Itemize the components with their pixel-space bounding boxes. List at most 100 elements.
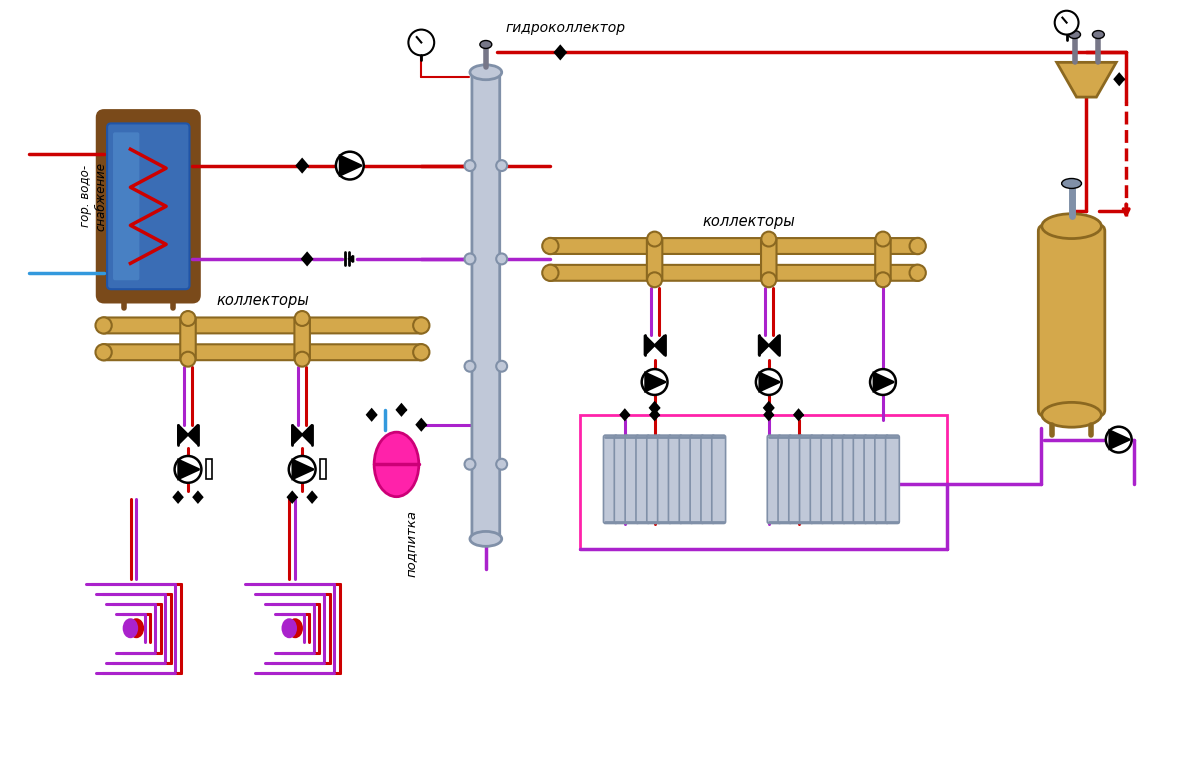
Circle shape <box>180 352 196 367</box>
Polygon shape <box>293 425 302 444</box>
FancyBboxPatch shape <box>668 435 683 524</box>
Circle shape <box>542 265 558 281</box>
Circle shape <box>289 456 316 483</box>
FancyBboxPatch shape <box>810 435 824 524</box>
FancyBboxPatch shape <box>103 317 422 333</box>
Circle shape <box>761 273 776 287</box>
Bar <box>580 415 948 549</box>
Circle shape <box>497 459 508 470</box>
Ellipse shape <box>1042 214 1102 239</box>
Polygon shape <box>178 425 188 444</box>
FancyBboxPatch shape <box>767 435 781 524</box>
Polygon shape <box>1110 430 1129 449</box>
FancyBboxPatch shape <box>778 435 792 524</box>
Polygon shape <box>764 403 774 413</box>
Ellipse shape <box>288 619 302 637</box>
Bar <box>320 460 326 479</box>
Polygon shape <box>650 410 659 420</box>
Circle shape <box>870 369 896 395</box>
Circle shape <box>647 232 662 246</box>
FancyBboxPatch shape <box>799 435 814 524</box>
Polygon shape <box>193 492 203 502</box>
Circle shape <box>464 361 475 372</box>
Circle shape <box>413 344 430 360</box>
Polygon shape <box>349 256 353 262</box>
Polygon shape <box>758 336 769 355</box>
Circle shape <box>96 344 112 360</box>
Circle shape <box>464 160 475 171</box>
FancyBboxPatch shape <box>550 265 919 281</box>
FancyBboxPatch shape <box>636 435 649 524</box>
Text: коллекторы: коллекторы <box>702 214 796 229</box>
FancyBboxPatch shape <box>647 238 662 281</box>
FancyBboxPatch shape <box>788 435 803 524</box>
Circle shape <box>497 361 508 372</box>
Circle shape <box>497 253 508 264</box>
Circle shape <box>876 232 890 246</box>
Ellipse shape <box>374 432 419 497</box>
FancyBboxPatch shape <box>701 435 715 524</box>
Polygon shape <box>340 156 361 176</box>
Circle shape <box>756 369 781 395</box>
Text: подпитка: подпитка <box>404 511 418 578</box>
Ellipse shape <box>1062 179 1081 189</box>
Polygon shape <box>188 425 198 444</box>
Circle shape <box>1106 427 1132 453</box>
Circle shape <box>1055 11 1079 35</box>
FancyBboxPatch shape <box>761 238 776 281</box>
Bar <box>206 460 212 479</box>
Text: коллекторы: коллекторы <box>216 293 308 308</box>
FancyBboxPatch shape <box>821 435 835 524</box>
FancyBboxPatch shape <box>472 69 499 542</box>
Circle shape <box>910 238 926 254</box>
Circle shape <box>761 232 776 246</box>
Polygon shape <box>307 492 317 502</box>
Polygon shape <box>397 404 406 415</box>
Ellipse shape <box>130 619 143 637</box>
FancyBboxPatch shape <box>180 317 196 360</box>
FancyBboxPatch shape <box>886 435 899 524</box>
Circle shape <box>647 273 662 287</box>
Polygon shape <box>296 159 307 172</box>
Polygon shape <box>620 410 629 420</box>
Polygon shape <box>1115 74 1124 85</box>
Circle shape <box>910 265 926 281</box>
FancyBboxPatch shape <box>550 238 919 254</box>
FancyBboxPatch shape <box>97 110 199 302</box>
Polygon shape <box>764 410 773 420</box>
FancyBboxPatch shape <box>604 435 617 524</box>
Ellipse shape <box>480 41 492 49</box>
FancyBboxPatch shape <box>658 435 672 524</box>
Polygon shape <box>760 373 780 391</box>
Text: гор. водо-
снабжение: гор. водо- снабжение <box>79 162 108 231</box>
FancyBboxPatch shape <box>113 132 139 280</box>
Polygon shape <box>650 403 659 413</box>
Polygon shape <box>367 410 377 420</box>
Polygon shape <box>293 460 313 479</box>
Circle shape <box>497 160 508 171</box>
Ellipse shape <box>1068 31 1080 38</box>
FancyBboxPatch shape <box>614 435 628 524</box>
Ellipse shape <box>282 619 296 637</box>
FancyBboxPatch shape <box>679 435 694 524</box>
FancyBboxPatch shape <box>294 317 310 360</box>
Circle shape <box>336 152 364 179</box>
Circle shape <box>464 459 475 470</box>
Polygon shape <box>644 336 655 355</box>
FancyBboxPatch shape <box>1038 225 1105 416</box>
FancyBboxPatch shape <box>853 435 868 524</box>
FancyBboxPatch shape <box>832 435 846 524</box>
Polygon shape <box>554 46 565 59</box>
Polygon shape <box>416 419 426 430</box>
Polygon shape <box>302 425 312 444</box>
Polygon shape <box>174 492 182 502</box>
FancyBboxPatch shape <box>842 435 857 524</box>
Text: гидроколлектор: гидроколлектор <box>505 21 625 35</box>
Circle shape <box>174 456 202 483</box>
Circle shape <box>876 273 890 287</box>
FancyBboxPatch shape <box>875 435 888 524</box>
Polygon shape <box>646 373 666 391</box>
Polygon shape <box>179 460 199 479</box>
Polygon shape <box>794 410 803 420</box>
FancyBboxPatch shape <box>712 435 726 524</box>
